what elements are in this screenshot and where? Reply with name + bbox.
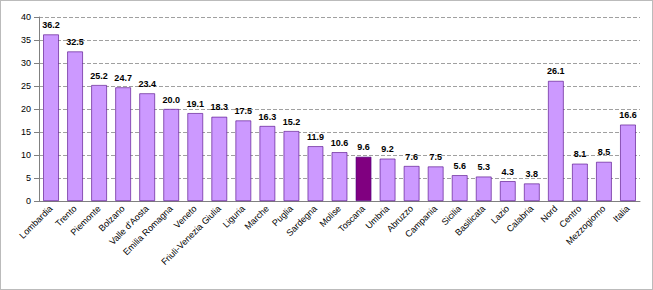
svg-text:Puglia: Puglia bbox=[270, 203, 295, 229]
svg-text:18.3: 18.3 bbox=[211, 102, 229, 112]
svg-text:23.4: 23.4 bbox=[138, 79, 156, 89]
svg-text:Valle d'Aosta: Valle d'Aosta bbox=[107, 203, 151, 247]
svg-text:26.1: 26.1 bbox=[547, 66, 565, 76]
svg-text:19.1: 19.1 bbox=[186, 99, 204, 109]
svg-text:Lazio: Lazio bbox=[489, 203, 512, 226]
svg-text:Toscana: Toscana bbox=[336, 203, 367, 234]
svg-text:Emilia Romagna: Emilia Romagna bbox=[121, 203, 175, 257]
svg-text:25: 25 bbox=[21, 81, 31, 91]
svg-text:Sicilia: Sicilia bbox=[439, 203, 464, 228]
svg-text:15: 15 bbox=[21, 127, 31, 137]
svg-text:17.5: 17.5 bbox=[235, 106, 253, 116]
svg-text:Abruzzo: Abruzzo bbox=[384, 203, 416, 234]
svg-text:36.2: 36.2 bbox=[42, 20, 60, 30]
svg-text:Lombardia: Lombardia bbox=[17, 203, 54, 240]
svg-text:30: 30 bbox=[21, 58, 31, 68]
svg-text:9.6: 9.6 bbox=[357, 142, 370, 152]
svg-text:10.6: 10.6 bbox=[331, 138, 349, 148]
svg-text:15.2: 15.2 bbox=[283, 117, 301, 127]
svg-text:4.3: 4.3 bbox=[502, 167, 515, 177]
svg-text:Centro: Centro bbox=[557, 203, 584, 230]
svg-text:32.5: 32.5 bbox=[66, 37, 84, 47]
svg-text:11.9: 11.9 bbox=[307, 132, 324, 142]
svg-text:24.7: 24.7 bbox=[114, 73, 132, 83]
svg-text:Marche: Marche bbox=[243, 203, 271, 231]
svg-text:5: 5 bbox=[26, 173, 31, 183]
svg-text:7.6: 7.6 bbox=[405, 152, 418, 162]
svg-text:35: 35 bbox=[21, 35, 31, 45]
svg-text:16.3: 16.3 bbox=[259, 112, 277, 122]
svg-text:Basilicata: Basilicata bbox=[453, 203, 487, 237]
svg-text:0: 0 bbox=[26, 196, 31, 206]
svg-text:5.6: 5.6 bbox=[453, 161, 466, 171]
svg-text:Nord: Nord bbox=[539, 203, 560, 224]
svg-text:Piemonte: Piemonte bbox=[69, 203, 103, 237]
svg-text:Mezzogiorno: Mezzogiorno bbox=[564, 203, 607, 246]
svg-text:Friuli-Venezia Giulia: Friuli-Venezia Giulia bbox=[159, 203, 223, 267]
svg-text:8.1: 8.1 bbox=[574, 149, 587, 159]
svg-text:16.6: 16.6 bbox=[619, 110, 637, 120]
svg-text:25.2: 25.2 bbox=[90, 71, 108, 81]
svg-text:3.8: 3.8 bbox=[526, 169, 539, 179]
svg-text:40: 40 bbox=[21, 12, 31, 22]
svg-text:Sardegna: Sardegna bbox=[284, 203, 319, 238]
svg-text:10: 10 bbox=[21, 150, 31, 160]
svg-text:8.5: 8.5 bbox=[598, 147, 611, 157]
svg-text:Umbria: Umbria bbox=[363, 203, 392, 231]
svg-text:Italia: Italia bbox=[611, 203, 631, 223]
svg-text:Liguria: Liguria bbox=[220, 203, 247, 230]
svg-text:20.0: 20.0 bbox=[162, 95, 180, 105]
svg-text:Veneto: Veneto bbox=[171, 203, 199, 231]
svg-text:5.3: 5.3 bbox=[477, 162, 490, 172]
svg-text:7.5: 7.5 bbox=[429, 152, 442, 162]
svg-text:20: 20 bbox=[21, 104, 31, 114]
svg-text:9.2: 9.2 bbox=[381, 144, 394, 154]
svg-text:Campania: Campania bbox=[403, 203, 439, 239]
svg-text:Molise: Molise bbox=[317, 203, 343, 229]
svg-text:Bolzano: Bolzano bbox=[96, 203, 127, 234]
svg-text:Trento: Trento bbox=[53, 203, 79, 229]
svg-text:Calabria: Calabria bbox=[505, 203, 536, 234]
